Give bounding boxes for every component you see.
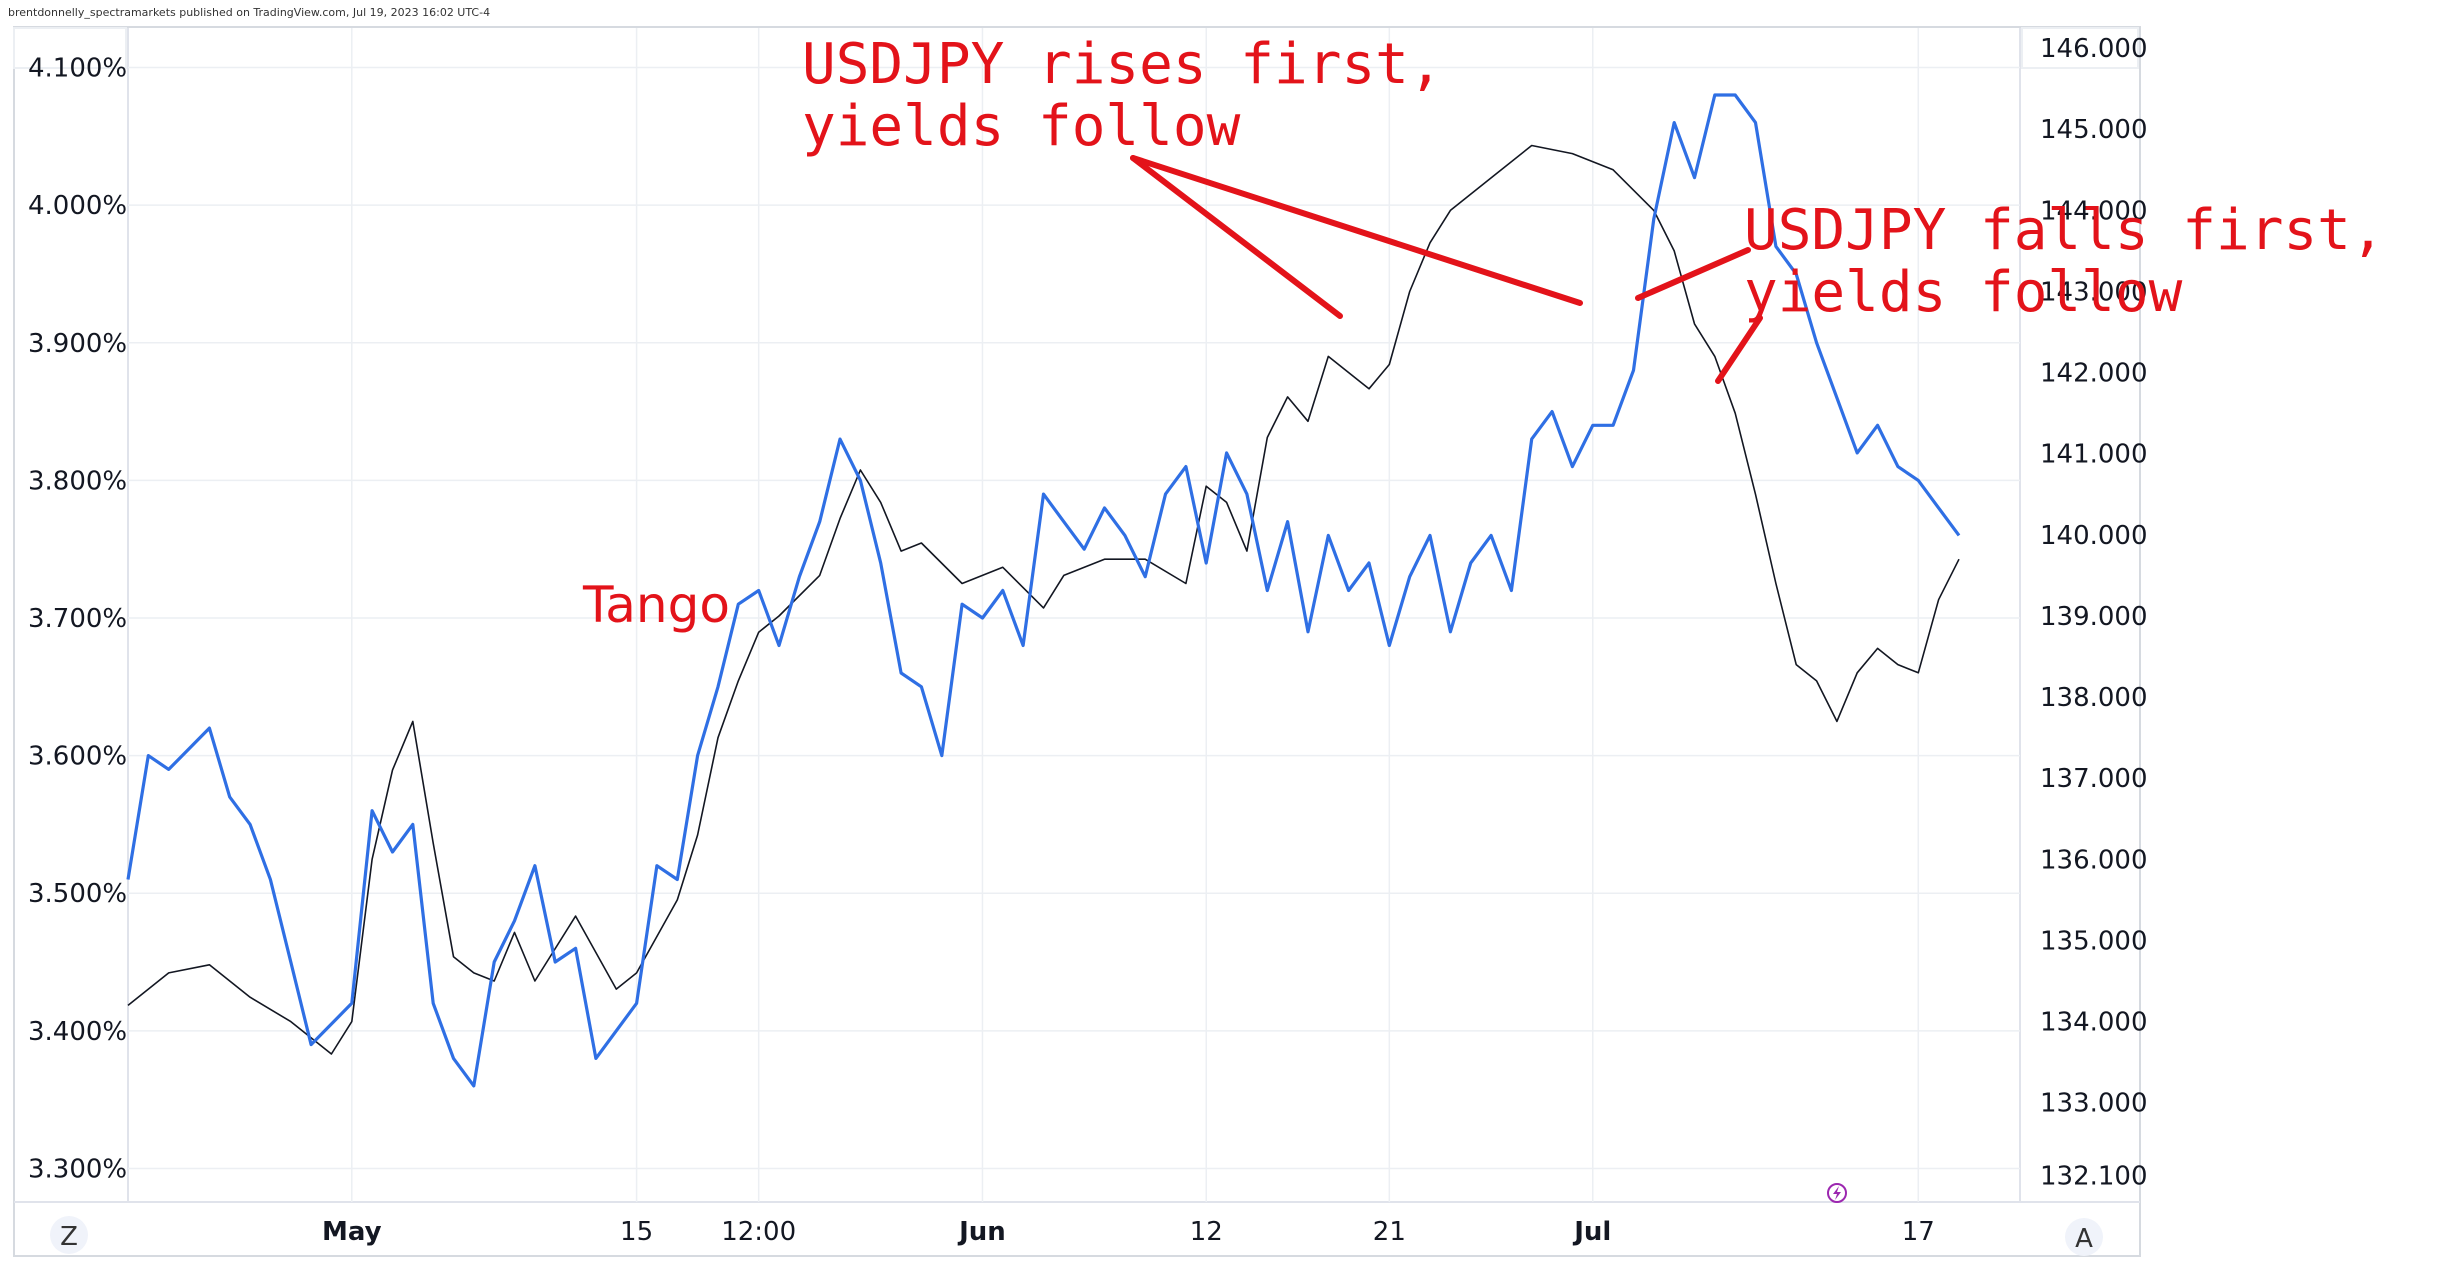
- left-axis-tick-label: 4.000%: [28, 191, 127, 221]
- left-axis: 4.100% 4.000% 3.900% 3.800% 3.700% 3.600% 3.50…: [28, 54, 127, 1185]
- time-axis-tick-label: 12:00: [721, 1217, 796, 1247]
- right-axis-tick-label: 144.000: [2040, 196, 2148, 226]
- right-axis-tick-label: 137.000: [2040, 764, 2148, 794]
- right-axis-tick-label: 140.000: [2040, 521, 2148, 551]
- series-layer: [126, 93, 1961, 1088]
- right-axis-tick-label: 142.000: [2040, 359, 2148, 389]
- usdjpy-series-line: [127, 144, 1960, 1055]
- rises-arrow-right: [1130, 155, 1583, 306]
- auto-scale-left-button[interactable]: Z: [50, 1216, 88, 1254]
- right-axis-tick-label: 143.000: [2040, 277, 2148, 307]
- annotation-falls-line2: yields follow: [1744, 260, 2183, 325]
- right-axis-tick-label: 139.000: [2040, 602, 2148, 632]
- falls-arrow-left: [1635, 247, 1751, 301]
- time-axis-tick-label: Jun: [957, 1217, 1006, 1247]
- right-axis-tick-label: 146.000: [2040, 34, 2148, 64]
- right-axis-tick-label: 132.100: [2040, 1162, 2148, 1192]
- annotation-falls-line1: USDJPY falls first,: [1744, 198, 2385, 263]
- right-axis-tick-label: 134.000: [2040, 1008, 2148, 1038]
- left-axis-tick-label: 3.800%: [28, 466, 127, 496]
- chart-frame: [13, 26, 2141, 1257]
- time-axis-tick-label: 12: [1190, 1217, 1223, 1247]
- top-left-box: [13, 27, 127, 69]
- time-axis-tick-label: 21: [1373, 1217, 1406, 1247]
- annotation-rises-line2: yields follow: [802, 94, 1241, 159]
- attribution-text: brentdonnelly_spectramarkets published o…: [8, 6, 490, 19]
- time-axis-tick-label: May: [322, 1217, 382, 1247]
- annotation-tango: Tango: [582, 576, 730, 634]
- yield-series-line: [126, 93, 1961, 1088]
- right-axis-tick-label: 141.000: [2040, 440, 2148, 470]
- left-axis-tick-label: 3.400%: [28, 1017, 127, 1047]
- right-axis-tick-label: 138.000: [2040, 683, 2148, 713]
- right-axis-tick-label: 136.000: [2040, 845, 2148, 875]
- grid-layer: [128, 28, 2020, 1202]
- right-corner-label: A: [2075, 1224, 2093, 1254]
- time-axis-tick-label: 17: [1902, 1217, 1935, 1247]
- right-axis-tick-label: 145.000: [2040, 115, 2148, 145]
- left-axis-tick-label: 3.500%: [28, 879, 127, 909]
- time-axis-tick-label: Jul: [1572, 1217, 1611, 1247]
- right-axis-tick-label: 133.000: [2040, 1089, 2148, 1119]
- annotation-rises-line1: USDJPY rises first,: [802, 32, 1443, 97]
- time-axis-tick-label: 15: [620, 1217, 653, 1247]
- right-axis: 146.000 145.000 144.000 143.000 142.000 141.0…: [2040, 34, 2148, 1192]
- left-corner-label: Z: [60, 1222, 78, 1252]
- right-axis-tick-label: 135.000: [2040, 926, 2148, 956]
- left-axis-tick-label: 3.900%: [28, 329, 127, 359]
- left-axis-tick-label: 4.100%: [28, 54, 127, 84]
- left-axis-tick-label: 3.700%: [28, 604, 127, 634]
- falls-arrow-right: [1715, 315, 1763, 384]
- annotation-arrows: [1130, 155, 1763, 384]
- left-axis-tick-label: 3.600%: [28, 742, 127, 772]
- rises-arrow-left: [1130, 155, 1343, 319]
- auto-scale-right-button[interactable]: A: [2065, 1218, 2103, 1256]
- time-axis: May 15 12:00 Jun 12 21 Jul 17: [322, 1217, 1935, 1247]
- left-axis-tick-label: 3.300%: [28, 1154, 127, 1184]
- lightning-icon[interactable]: [1827, 1183, 1847, 1203]
- top-right-box: [2021, 27, 2139, 69]
